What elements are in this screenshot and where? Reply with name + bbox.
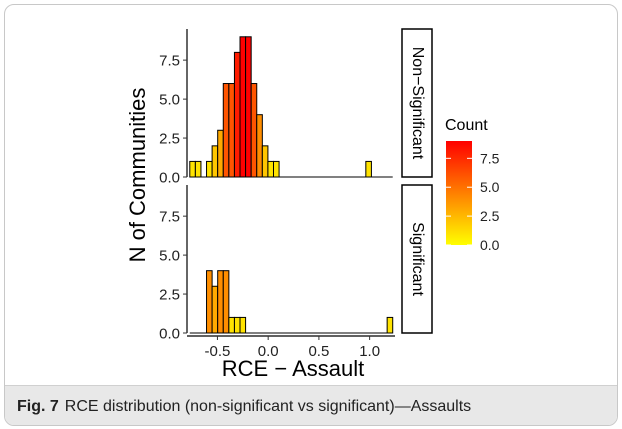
y-tick-label: 2.5	[159, 131, 180, 148]
legend-tick-label: 5.0	[480, 179, 500, 195]
legend: Count 7.5 5.0 2.5 0.0	[445, 117, 500, 253]
histogram-bar	[211, 285, 219, 334]
histogram-bar	[239, 316, 247, 334]
histogram-bar	[194, 160, 202, 178]
faceted-histogram-chart: 0.0 2.5 5.0 7.5 Non−Significant 0.0 2.5 5.0 7.5 S…	[125, 28, 500, 381]
x-tick-label: 0.5	[308, 343, 329, 360]
figure-caption: Fig. 7 RCE distribution (non-significant …	[17, 398, 471, 416]
histogram-bar	[239, 36, 247, 178]
x-tick-label: 1.0	[359, 343, 380, 360]
histogram-bar	[233, 316, 241, 334]
figure-label: Fig. 7	[17, 398, 59, 415]
y-tick-label: 7.5	[159, 209, 180, 226]
x-axis-title: RCE − Assault	[222, 356, 364, 381]
histogram-bar	[217, 270, 224, 334]
facet-panel: 0.0 2.5 5.0 7.5 Non−Significant	[159, 28, 433, 187]
histogram-bar	[211, 145, 219, 178]
x-axis: -0.5 0.0 0.5 1.0	[187, 335, 395, 360]
legend-tick-label: 7.5	[480, 150, 500, 166]
histogram-bar	[250, 83, 258, 178]
histogram-bar	[267, 160, 274, 178]
caption-bar	[5, 385, 617, 425]
histogram-bar	[206, 270, 213, 334]
y-axis-title: N of Communities	[125, 88, 150, 263]
legend-tick-label: 0.0	[480, 237, 500, 253]
legend-tick-label: 2.5	[480, 208, 500, 224]
facet-strip	[401, 184, 433, 334]
histogram-bar	[245, 36, 252, 178]
histogram-bar	[386, 316, 394, 334]
y-tick-label: 0.0	[159, 326, 180, 343]
y-tick-label: 0.0	[159, 170, 180, 187]
histogram-bar	[365, 160, 372, 178]
histogram-bar	[272, 160, 280, 178]
y-tick-label: 2.5	[159, 287, 180, 304]
y-tick-label: 5.0	[159, 92, 180, 109]
x-tick-label: -0.5	[205, 343, 231, 360]
histogram-bar	[261, 145, 269, 178]
legend-title: Count	[445, 117, 488, 134]
histogram-bar	[222, 83, 230, 178]
histogram-bar	[189, 160, 196, 178]
histogram-bar	[206, 160, 213, 178]
facet-strip-label: Significant	[409, 222, 426, 296]
histogram-bar	[222, 270, 230, 334]
histogram-bar	[233, 51, 241, 178]
x-tick-label: 0.0	[258, 343, 279, 360]
histogram-bar	[256, 114, 263, 178]
y-tick-label: 5.0	[159, 248, 180, 265]
legend-color-bar	[446, 141, 472, 245]
histogram-bar	[228, 316, 235, 334]
y-tick-label: 7.5	[159, 53, 180, 70]
facet-strip-label: Non−Significant	[409, 47, 426, 160]
caption-text: RCE distribution (non-significant vs sig…	[64, 398, 472, 415]
histogram-bar	[228, 83, 235, 178]
facet-strip	[401, 28, 433, 178]
figure-frame: 0.0 2.5 5.0 7.5 Non−Significant 0.0 2.5 5.0 7.5 S…	[4, 4, 618, 426]
facet-panel: 0.0 2.5 5.0 7.5 Significant	[159, 184, 433, 343]
histogram-bar	[217, 129, 224, 178]
